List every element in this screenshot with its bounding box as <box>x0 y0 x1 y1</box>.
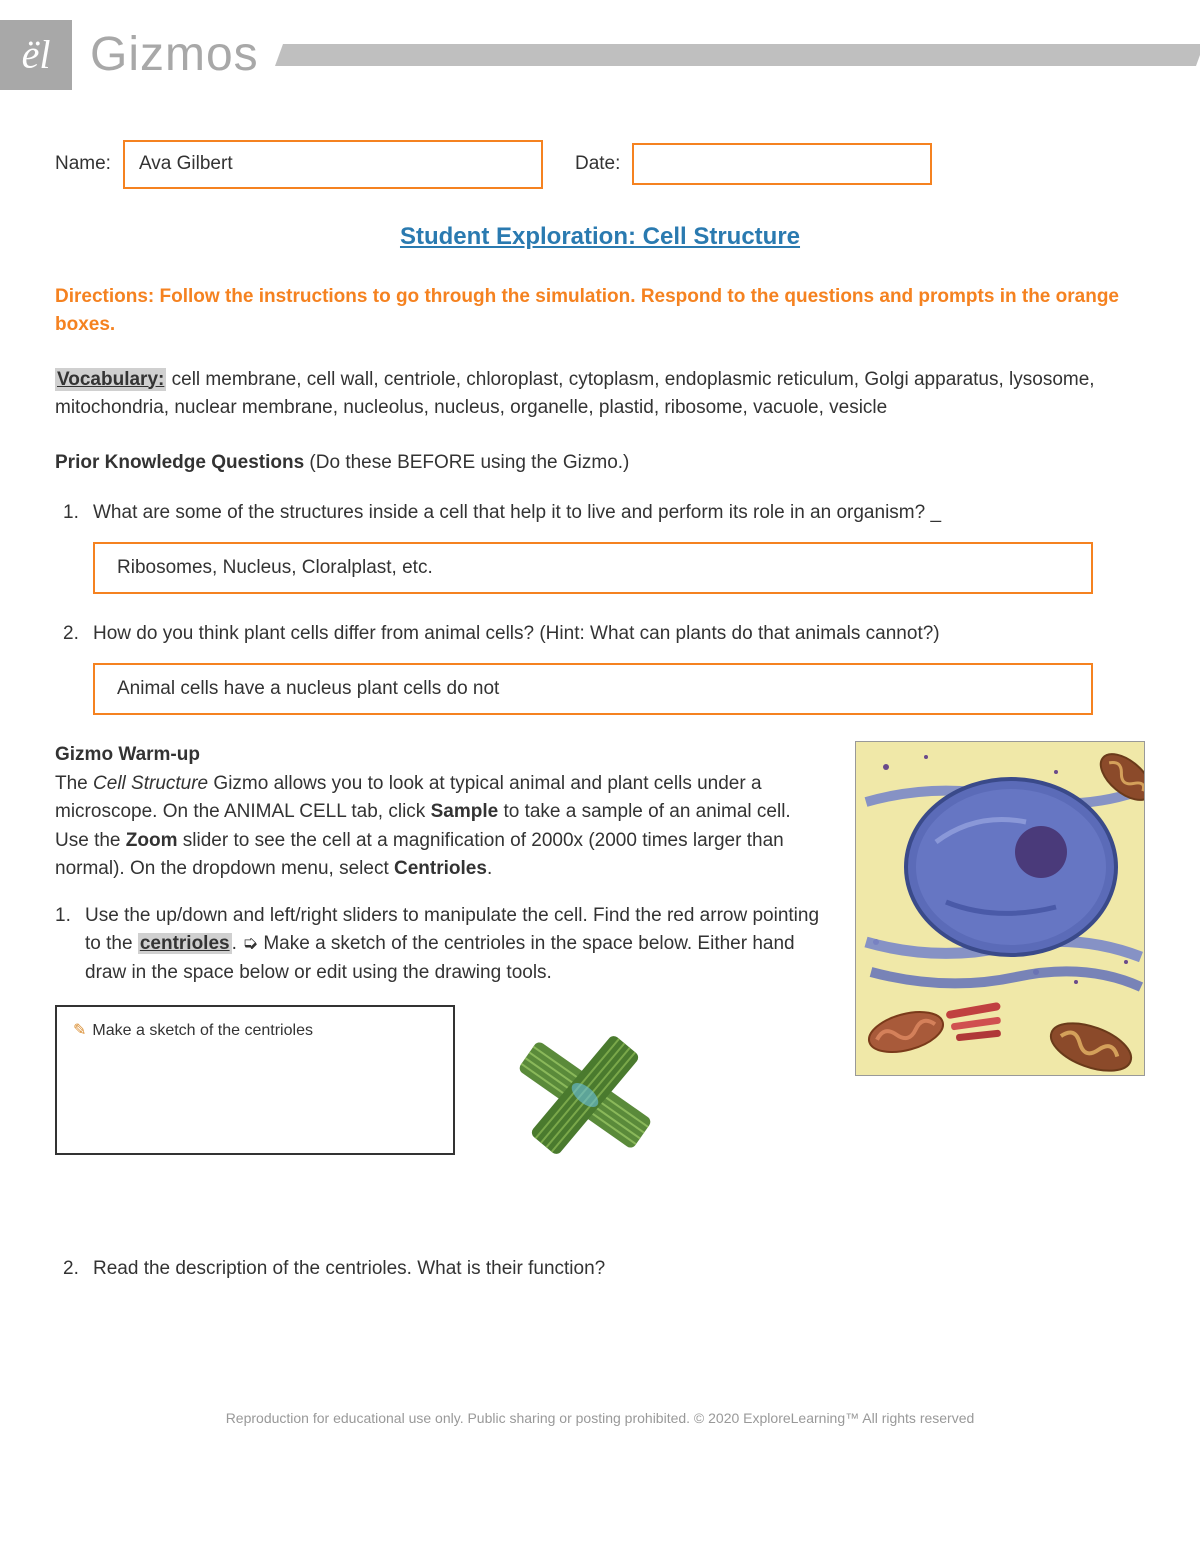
directions-text: Directions: Follow the instructions to g… <box>55 283 1145 340</box>
warmup-q2-number: 2. <box>63 1255 93 1284</box>
page-title: Student Exploration: Cell Structure <box>55 219 1145 255</box>
name-date-row: Name: Ava Gilbert Date: <box>55 140 1145 189</box>
answer-2-input[interactable]: Animal cells have a nucleus plant cells … <box>93 663 1093 716</box>
centriole-illustration <box>485 1005 685 1185</box>
question-2: 2. How do you think plant cells differ f… <box>63 620 1145 649</box>
sketch-label: Make a sketch of the centrioles <box>92 1022 313 1039</box>
question-1: 1. What are some of the structures insid… <box>63 499 1145 528</box>
cell-illustration <box>855 741 1145 1076</box>
wp1-italic: Cell Structure <box>93 773 208 794</box>
answer-1-input[interactable]: Ribosomes, Nucleus, Cloralplast, etc. <box>93 542 1093 595</box>
warmup-section: Gizmo Warm-up The Cell Structure Gizmo a… <box>55 741 1145 1185</box>
q2-number: 2. <box>63 620 93 649</box>
sketch-input-box[interactable]: ✎ Make a sketch of the centrioles <box>55 1005 455 1155</box>
page-content: Name: Ava Gilbert Date: Student Explorat… <box>0 90 1200 1318</box>
brand-name: Gizmos <box>90 19 259 91</box>
vocabulary-block: Vocabulary: cell membrane, cell wall, ce… <box>55 366 1145 423</box>
prior-heading-rest: (Do these BEFORE using the Gizmo.) <box>309 452 629 473</box>
warmup-q1-text: Use the up/down and left/right sliders t… <box>85 902 827 988</box>
date-label: Date: <box>575 150 620 179</box>
warmup-q2-text: Read the description of the centrioles. … <box>93 1255 605 1284</box>
prior-knowledge-heading: Prior Knowledge Questions (Do these BEFO… <box>55 449 1145 478</box>
prior-heading-bold: Prior Knowledge Questions <box>55 452 309 473</box>
pencil-icon: ✎ <box>73 1022 86 1039</box>
footer-text: Reproduction for educational use only. P… <box>0 1408 1200 1449</box>
wp1a: The <box>55 773 93 794</box>
wp1-zoom: Zoom <box>126 830 178 851</box>
name-label: Name: <box>55 150 111 179</box>
wp1-sample: Sample <box>431 801 499 822</box>
warmup-text-column: Gizmo Warm-up The Cell Structure Gizmo a… <box>55 741 827 1185</box>
date-input[interactable] <box>632 143 932 185</box>
warmup-q1: 1. Use the up/down and left/right slider… <box>55 902 827 988</box>
vocabulary-label: Vocabulary: <box>55 368 166 391</box>
name-input[interactable]: Ava Gilbert <box>123 140 543 189</box>
warmup-paragraph-1: The Cell Structure Gizmo allows you to l… <box>55 770 827 884</box>
header-accent-bar <box>275 44 1200 66</box>
sketch-row: ✎ Make a sketch of the centrioles <box>55 1005 827 1185</box>
header: ël Gizmos <box>0 20 1200 90</box>
vocabulary-list: cell membrane, cell wall, centriole, chl… <box>55 369 1095 419</box>
brand-logo-icon: ël <box>0 20 72 90</box>
warmup-q2: 2. Read the description of the centriole… <box>63 1255 1145 1284</box>
warmup-q1-number: 1. <box>55 902 85 988</box>
q2-text: How do you think plant cells differ from… <box>93 620 940 649</box>
q1-text: What are some of the structures inside a… <box>93 499 941 528</box>
wp1e: . <box>487 858 492 879</box>
wp1-centrioles: Centrioles <box>394 858 487 879</box>
warmup-heading: Gizmo Warm-up <box>55 741 827 770</box>
q1-number: 1. <box>63 499 93 528</box>
wq1-hl: centrioles <box>138 933 232 954</box>
